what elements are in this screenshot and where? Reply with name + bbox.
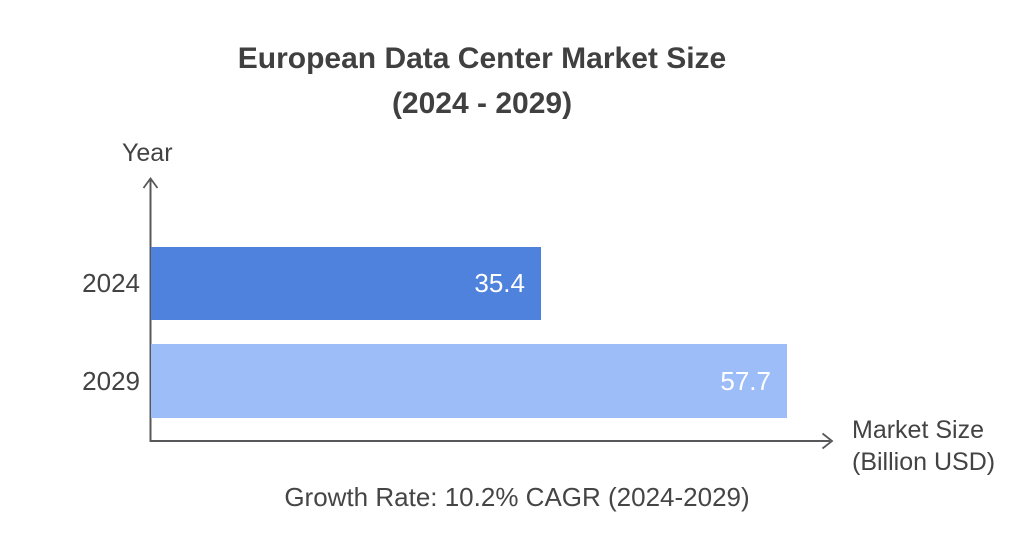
chart-title: European Data Center Market Size (2024 -…: [0, 36, 964, 126]
x-axis-label-line-2: (Billion USD): [852, 448, 996, 476]
bar-2029: 57.7: [151, 344, 787, 418]
x-axis-label: Market Size (Billion USD): [852, 414, 995, 478]
y-axis-label: Year: [122, 139, 173, 167]
bar-value-label-2024: 35.4: [474, 268, 525, 298]
chart-title-line-1: European Data Center Market Size: [237, 42, 727, 75]
y-axis-arrowhead: [142, 176, 159, 189]
bar-2024: 35.4: [151, 247, 541, 320]
y-tick-label-2024: 2024: [82, 268, 140, 298]
chart-title-line-2: (2024 - 2029): [391, 87, 573, 120]
y-tick-label-2029: 2029: [82, 366, 140, 396]
growth-rate-annotation: Growth Rate: 10.2% CAGR (2024-2029): [284, 482, 750, 512]
x-axis-arrowhead: [821, 432, 834, 450]
x-axis-label-line-1: Market Size: [852, 416, 984, 444]
bar-value-label-2029: 57.7: [720, 365, 771, 396]
